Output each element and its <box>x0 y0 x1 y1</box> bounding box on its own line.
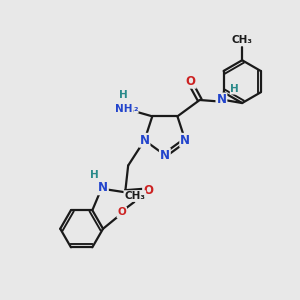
Text: NH: NH <box>115 104 133 114</box>
Text: H: H <box>90 170 99 180</box>
Text: N: N <box>140 134 149 147</box>
Text: CH₃: CH₃ <box>124 191 145 201</box>
Text: H: H <box>119 90 128 100</box>
Text: H: H <box>230 84 239 94</box>
Text: O: O <box>186 75 196 88</box>
Text: N: N <box>180 134 190 147</box>
Text: O: O <box>143 184 153 197</box>
Text: O: O <box>117 207 126 218</box>
Text: N: N <box>216 94 226 106</box>
Text: N: N <box>160 148 170 162</box>
Text: ₂: ₂ <box>134 103 138 113</box>
Text: N: N <box>98 181 108 194</box>
Text: CH₃: CH₃ <box>232 35 253 45</box>
